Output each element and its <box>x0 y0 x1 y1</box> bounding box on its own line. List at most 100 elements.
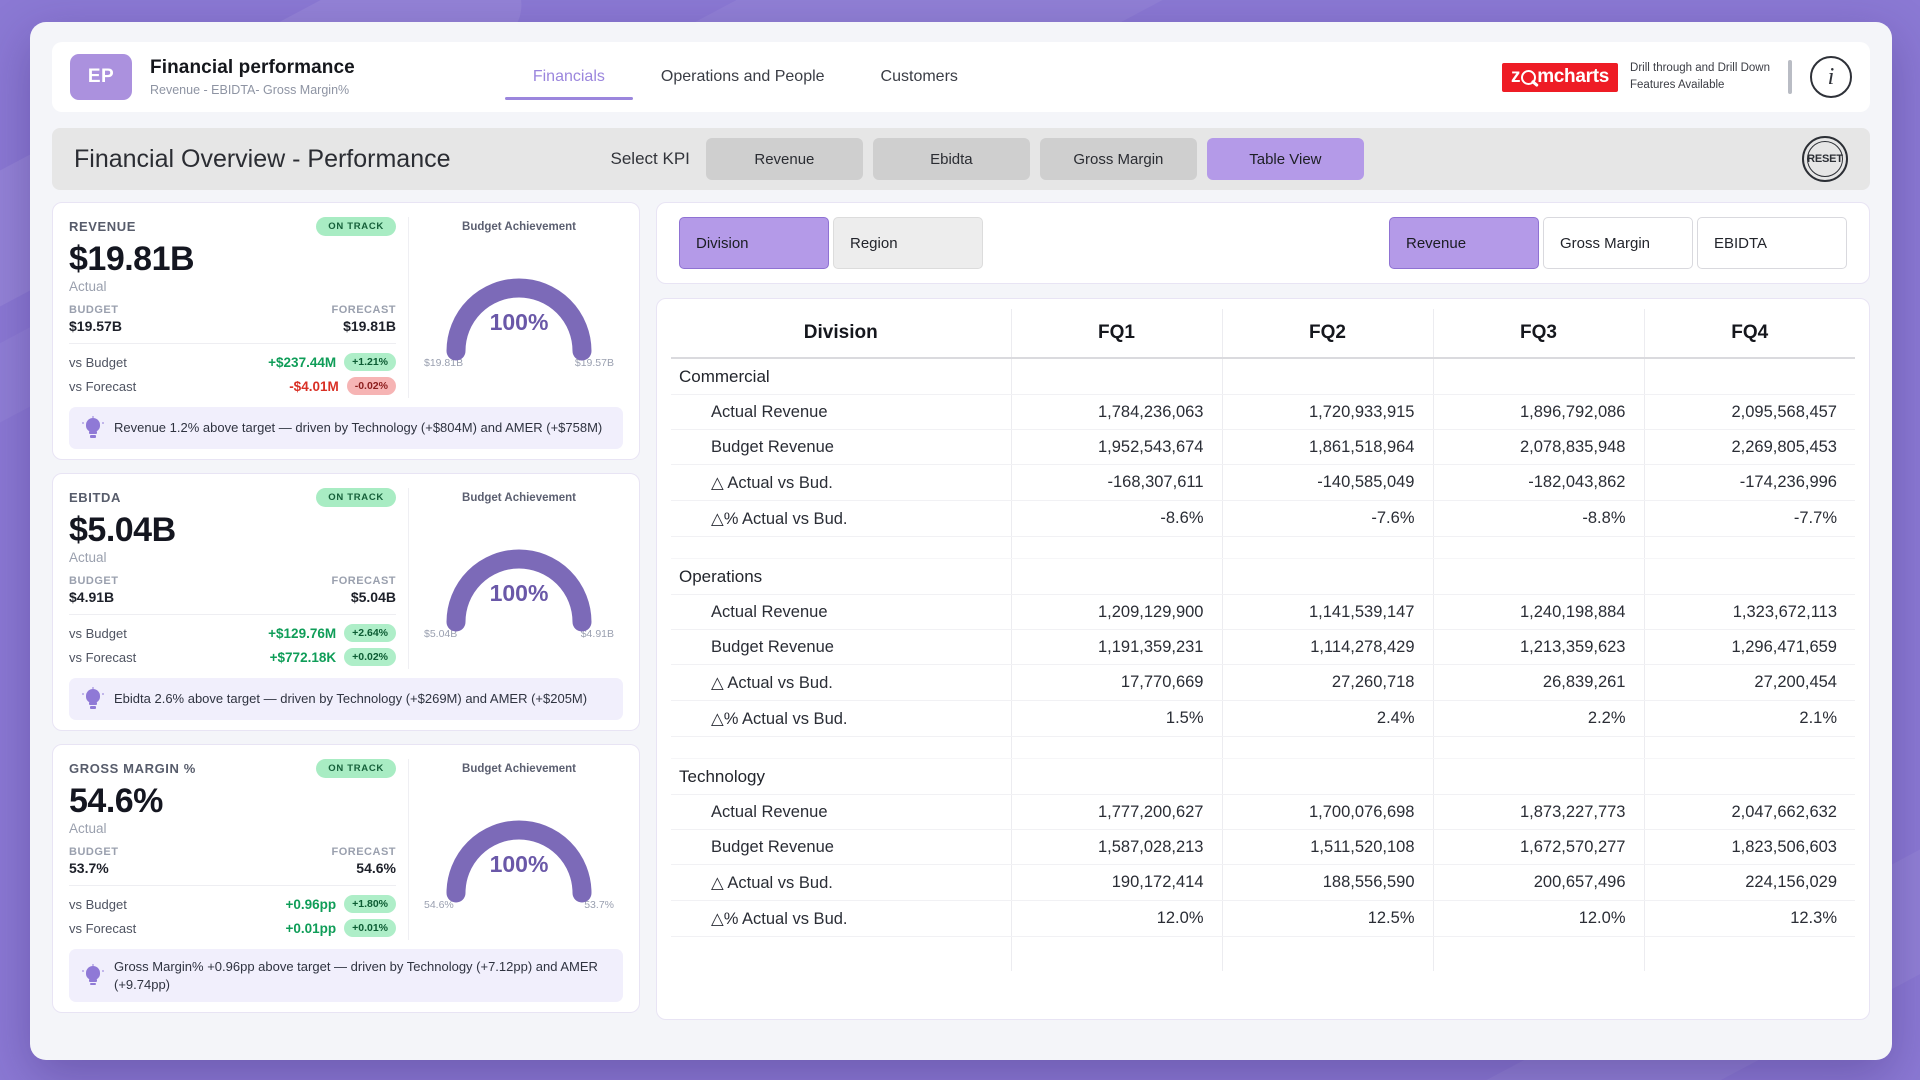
row-label: Budget Revenue <box>671 629 1011 665</box>
filter-ebidta[interactable]: EBIDTA <box>1697 217 1847 269</box>
main-nav: Financials Operations and People Custome… <box>504 42 986 112</box>
table-row[interactable]: Actual Revenue 1,777,200,627 1,700,076,698… <box>671 794 1855 830</box>
table-group-row[interactable]: Technology <box>671 758 1855 795</box>
filter-gross-margin[interactable]: Gross Margin <box>1543 217 1693 269</box>
row-value: -7.6% <box>1221 500 1433 537</box>
row-value: 200,657,496 <box>1432 864 1644 901</box>
insight-callout: Gross Margin% +0.96pp above target — dri… <box>69 949 623 1003</box>
table-row[interactable]: Budget Revenue 1,952,543,674 1,861,518,964… <box>671 429 1855 465</box>
row-value: 188,556,590 <box>1221 864 1433 901</box>
spacer-cell <box>1010 736 1222 759</box>
group-cell <box>1010 758 1222 795</box>
kpi-actual-label: Actual <box>69 279 107 294</box>
kpi-button-gross-margin[interactable]: Gross Margin <box>1039 138 1197 180</box>
spacer-cell <box>1221 736 1433 759</box>
title-block: Financial performance Revenue - EBIDTA- … <box>150 57 355 97</box>
vs-budget-label: vs Budget <box>69 354 127 370</box>
forecast-value: 54.6% <box>356 860 396 876</box>
status-badge: ON TRACK <box>316 217 396 236</box>
tab-operations-and-people[interactable]: Operations and People <box>660 68 825 85</box>
table-panel: Division Region Revenue Gross Margin EBI… <box>656 202 1870 1020</box>
table-row[interactable]: Budget Revenue 1,191,359,231 1,114,278,429… <box>671 629 1855 665</box>
vs-budget-label: vs Budget <box>69 896 127 912</box>
kpi-card-ebitda[interactable]: EBITDA ON TRACK $5.04B Actual BUDGET $4.… <box>52 473 640 731</box>
vs-forecast-amount: +0.01pp <box>285 920 337 936</box>
column-header-division[interactable]: Division <box>671 309 1011 359</box>
tab-financials[interactable]: Financials <box>504 42 633 112</box>
group-label: Technology <box>671 758 1011 795</box>
spacer-cell <box>671 536 1011 559</box>
table-row[interactable]: Budget Revenue 1,587,028,213 1,511,520,108… <box>671 829 1855 865</box>
vs-forecast-pct: +0.02% <box>344 648 396 666</box>
table-header-row: Division FQ1 FQ2 FQ3 FQ4 <box>671 309 1855 359</box>
row-label: △ Actual vs Bud. <box>671 864 1011 901</box>
table-row[interactable]: △ Actual vs Bud. -168,307,611 -140,585,049… <box>671 464 1855 501</box>
row-value: 2,095,568,457 <box>1643 394 1855 430</box>
row-label: △% Actual vs Bud. <box>671 500 1011 537</box>
row-value: 1,141,539,147 <box>1221 594 1433 630</box>
table-row[interactable]: △ Actual vs Bud. 190,172,414 188,556,590 20… <box>671 864 1855 901</box>
tab-customers[interactable]: Customers <box>880 68 958 85</box>
column-header-fq4[interactable]: FQ4 <box>1643 309 1855 359</box>
vs-forecast-label: vs Forecast <box>69 920 137 936</box>
vs-forecast-pct: +0.01% <box>344 919 396 937</box>
kpi-card-revenue[interactable]: REVENUE ON TRACK $19.81B Actual BUDGET $… <box>52 202 640 460</box>
group-cell <box>1221 358 1433 395</box>
table-row[interactable]: △ Actual vs Bud. 17,770,669 27,260,718 26,8… <box>671 664 1855 701</box>
group-label: Operations <box>671 558 1011 595</box>
dimension-filter-group: Division Region <box>679 217 983 269</box>
kpi-card-gross-margin[interactable]: GROSS MARGIN % ON TRACK 54.6% Actual BUD… <box>52 744 640 1014</box>
row-label: △ Actual vs Bud. <box>671 664 1011 701</box>
forecast-value: $5.04B <box>350 589 396 605</box>
gauge-left-label: 54.6% <box>424 899 454 911</box>
spacer-cell <box>1432 736 1644 759</box>
kpi-card-gross-margin-group: GROSS MARGIN % ON TRACK 54.6% Actual BUD… <box>52 744 640 1014</box>
row-value: 1,952,543,674 <box>1010 429 1222 465</box>
row-value: -182,043,862 <box>1432 464 1644 501</box>
kpi-button-revenue[interactable]: Revenue <box>705 138 863 180</box>
vs-budget-pct: +1.80% <box>344 895 396 913</box>
info-icon[interactable]: i <box>1810 56 1852 98</box>
table-row[interactable]: △% Actual vs Bud. -8.6% -7.6% -8.8% -7.7% <box>671 500 1855 537</box>
column-header-fq1[interactable]: FQ1 <box>1010 309 1222 359</box>
filter-region[interactable]: Region <box>833 217 983 269</box>
filter-division[interactable]: Division <box>679 217 829 269</box>
budget-achievement-gauge: Budget Achievement 100% $5.04B $4.91B <box>409 488 623 669</box>
reset-button[interactable]: RESET <box>1802 136 1848 182</box>
spacer-cell <box>1643 536 1855 559</box>
forecast-label: FORECAST <box>331 575 396 587</box>
magnifier-icon <box>1521 70 1537 85</box>
kpi-button-table-view[interactable]: Table View <box>1206 138 1364 180</box>
row-value: 12.0% <box>1010 900 1222 937</box>
row-value: 1,323,672,113 <box>1643 594 1855 630</box>
table-group-row[interactable]: Operations <box>671 558 1855 595</box>
filter-revenue[interactable]: Revenue <box>1389 217 1539 269</box>
vs-forecast-pct: -0.02% <box>346 377 396 395</box>
spacer-cell <box>671 937 1011 971</box>
row-value: -7.7% <box>1643 500 1855 537</box>
gauge-right-label: 53.7% <box>584 899 614 911</box>
row-value: 1,896,792,086 <box>1432 394 1644 430</box>
zoomcharts-logo-text-end: mcharts <box>1537 65 1610 87</box>
kpi-value: $19.81B <box>69 240 195 278</box>
row-label: △% Actual vs Bud. <box>671 700 1011 737</box>
table-row[interactable]: Actual Revenue 1,209,129,900 1,141,539,147… <box>671 594 1855 630</box>
gauge-title: Budget Achievement <box>462 763 576 775</box>
lightbulb-icon <box>82 416 104 440</box>
table-row[interactable]: △% Actual vs Bud. 12.0% 12.5% 12.0% 12.3% <box>671 900 1855 937</box>
forecast-label: FORECAST <box>331 304 396 316</box>
spacer-cell <box>1010 936 1222 971</box>
row-value: 2,269,805,453 <box>1643 429 1855 465</box>
table-row[interactable]: △% Actual vs Bud. 1.5% 2.4% 2.2% 2.1% <box>671 700 1855 737</box>
kpi-actual-label: Actual <box>69 821 107 836</box>
column-header-fq2[interactable]: FQ2 <box>1221 309 1433 359</box>
column-header-fq3[interactable]: FQ3 <box>1432 309 1644 359</box>
table-spacer-row <box>671 536 1855 559</box>
gauge-arc-icon <box>446 820 592 903</box>
row-value: 26,839,261 <box>1432 664 1644 701</box>
row-value: 12.3% <box>1643 900 1855 937</box>
kpi-button-ebidta[interactable]: Ebidta <box>872 138 1030 180</box>
table-group-row[interactable]: Commercial <box>671 358 1855 395</box>
table-row[interactable]: Actual Revenue 1,784,236,063 1,720,933,915… <box>671 394 1855 430</box>
vs-forecast-label: vs Forecast <box>69 378 137 394</box>
